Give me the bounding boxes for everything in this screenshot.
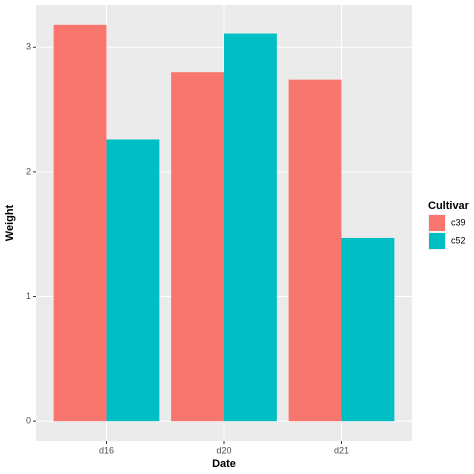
legend-swatch — [429, 215, 445, 231]
y-tick-label: 0 — [26, 416, 31, 426]
legend-label: c52 — [451, 235, 466, 245]
bar — [171, 72, 224, 422]
y-tick-label: 2 — [26, 166, 31, 176]
y-tick-label: 3 — [26, 42, 31, 52]
x-tick-label: d21 — [334, 445, 349, 455]
legend-swatch — [429, 233, 445, 249]
x-tick-label: d16 — [99, 445, 114, 455]
bar — [106, 139, 160, 422]
legend-label: c39 — [451, 217, 466, 227]
bar — [288, 79, 342, 422]
x-tick-label: d20 — [216, 445, 231, 455]
bar — [341, 237, 395, 422]
y-axis-title: Weight — [4, 204, 16, 241]
legend-title: Cultivar — [428, 200, 470, 212]
y-tick-label: 1 — [26, 291, 31, 301]
x-axis-title: Date — [212, 458, 236, 470]
bar — [53, 24, 107, 422]
bar — [224, 33, 277, 422]
